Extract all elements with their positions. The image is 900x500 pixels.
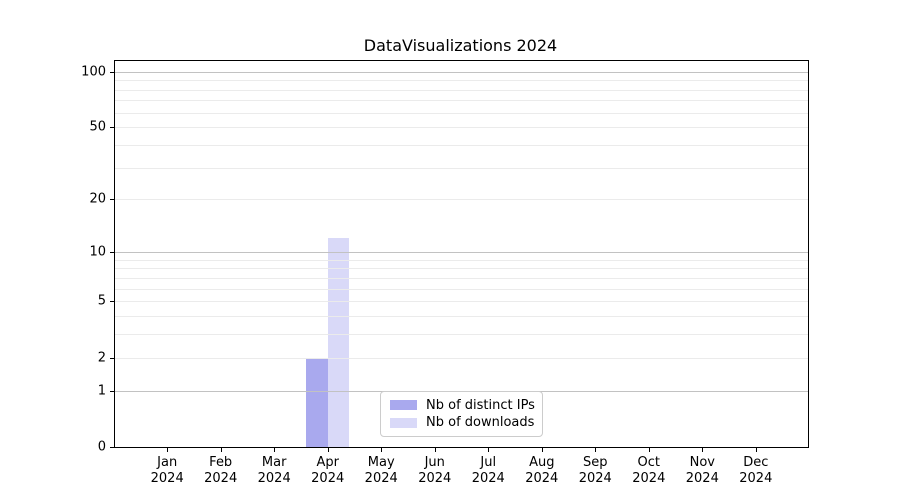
y-tick-label: 100 <box>81 64 106 80</box>
x-tick-year: 2024 <box>632 471 666 486</box>
y-tick-mark <box>110 127 114 129</box>
x-tick-year: 2024 <box>578 471 612 486</box>
x-tick-month: Sep <box>583 455 608 470</box>
gridline-major <box>115 251 808 253</box>
legend-swatch-downloads <box>390 417 417 428</box>
x-tick-month: Dec <box>743 455 769 470</box>
x-tick-year: 2024 <box>311 471 345 486</box>
bar-nb-of-downloads-apr <box>327 238 350 447</box>
gridline-minor <box>115 334 808 336</box>
gridline-minor <box>115 357 808 359</box>
y-tick-mark <box>110 251 114 253</box>
gridline-minor <box>115 301 808 303</box>
x-tick-mark <box>274 448 276 452</box>
gridline-minor <box>115 167 808 169</box>
y-tick-mark <box>110 390 114 392</box>
y-tick-mark <box>110 301 114 303</box>
plot-area: 100 50 20 10 5 2 1 0 Jan 2024 Feb 2024 Mar 2024 Apr 202… <box>81 60 809 486</box>
gridline-minor <box>115 316 808 318</box>
x-tick-year: 2024 <box>204 471 238 486</box>
y-tick-label: 10 <box>89 244 106 260</box>
x-tick-label: Jan 2024 <box>151 455 184 487</box>
x-tick-month: Jul <box>480 455 497 470</box>
x-tick-mark <box>595 448 597 452</box>
y-tick-label: 1 <box>97 383 106 399</box>
legend-item-distinct-ips: Nb of distinct IPs <box>390 397 535 413</box>
y-tick-label: 20 <box>89 191 106 207</box>
x-tick-label: May 2024 <box>365 455 398 487</box>
x-tick-year: 2024 <box>150 471 184 486</box>
x-tick-month: Mar <box>261 455 287 470</box>
gridline-minor <box>115 277 808 279</box>
chart-title: DataVisualizations 2024 <box>363 36 558 55</box>
y-tick-label: 2 <box>97 350 106 366</box>
y-tick-label: 50 <box>89 119 106 135</box>
x-tick-mark <box>167 448 169 452</box>
legend: Nb of distinct IPs Nb of downloads <box>380 391 543 437</box>
gridline-minor <box>115 112 808 114</box>
x-tick-mark <box>381 448 383 452</box>
x-tick-label: Dec 2024 <box>739 455 772 487</box>
gridline-minor <box>115 199 808 201</box>
x-tick-month: May <box>367 455 395 470</box>
x-tick-label: Jul 2024 <box>472 455 505 487</box>
x-tick-label: Oct 2024 <box>632 455 665 487</box>
x-tick-label: Apr 2024 <box>311 455 344 487</box>
x-tick-mark <box>541 448 543 452</box>
x-tick-label: Sep 2024 <box>579 455 612 487</box>
x-tick-month: Aug <box>529 455 555 470</box>
x-tick-month: Nov <box>689 455 715 470</box>
gridline-minor <box>115 259 808 261</box>
x-tick-month: Apr <box>316 455 339 470</box>
y-tick-mark <box>110 71 114 73</box>
x-tick-year: 2024 <box>739 471 773 486</box>
x-tick-mark <box>702 448 704 452</box>
x-tick-month: Jan <box>157 455 178 470</box>
legend-item-downloads: Nb of downloads <box>390 415 535 431</box>
legend-swatch-distinct-ips <box>390 400 417 411</box>
gridline-minor <box>115 127 808 129</box>
gridline-minor <box>115 100 808 102</box>
y-tick-label: 5 <box>97 293 106 309</box>
x-tick-year: 2024 <box>525 471 559 486</box>
x-tick-mark <box>327 448 329 452</box>
x-tick-label: Aug 2024 <box>525 455 558 487</box>
legend-label-distinct-ips: Nb of distinct IPs <box>426 397 535 413</box>
x-tick-mark <box>755 448 757 452</box>
bar-nb-of-distinct-ips-apr <box>306 357 328 447</box>
x-tick-year: 2024 <box>364 471 398 486</box>
gridline-minor <box>115 89 808 91</box>
y-tick-mark <box>110 357 114 359</box>
x-tick-label: Jun 2024 <box>418 455 451 487</box>
legend-label-downloads: Nb of downloads <box>426 415 535 431</box>
x-tick-label: Mar 2024 <box>258 455 291 487</box>
gridline-minor <box>115 288 808 290</box>
y-tick-mark <box>110 447 114 448</box>
x-tick-month: Jun <box>424 455 445 470</box>
x-tick-year: 2024 <box>418 471 452 486</box>
x-tick-year: 2024 <box>257 471 291 486</box>
x-tick-year: 2024 <box>685 471 719 486</box>
x-tick-mark <box>648 448 650 452</box>
x-tick-month: Oct <box>637 455 661 470</box>
x-tick-mark <box>488 448 490 452</box>
gridline-minor <box>115 144 808 146</box>
x-tick-mark <box>220 448 222 452</box>
gridline-minor <box>115 80 808 82</box>
gridline-minor <box>115 268 808 270</box>
y-tick-mark <box>110 199 114 201</box>
y-tick-label: 0 <box>97 439 106 455</box>
gridline-major <box>115 71 808 73</box>
x-tick-year: 2024 <box>471 471 505 486</box>
x-tick-label: Nov 2024 <box>686 455 719 487</box>
x-tick-month: Feb <box>209 455 233 470</box>
x-tick-mark <box>434 448 436 452</box>
x-tick-label: Feb 2024 <box>204 455 237 487</box>
